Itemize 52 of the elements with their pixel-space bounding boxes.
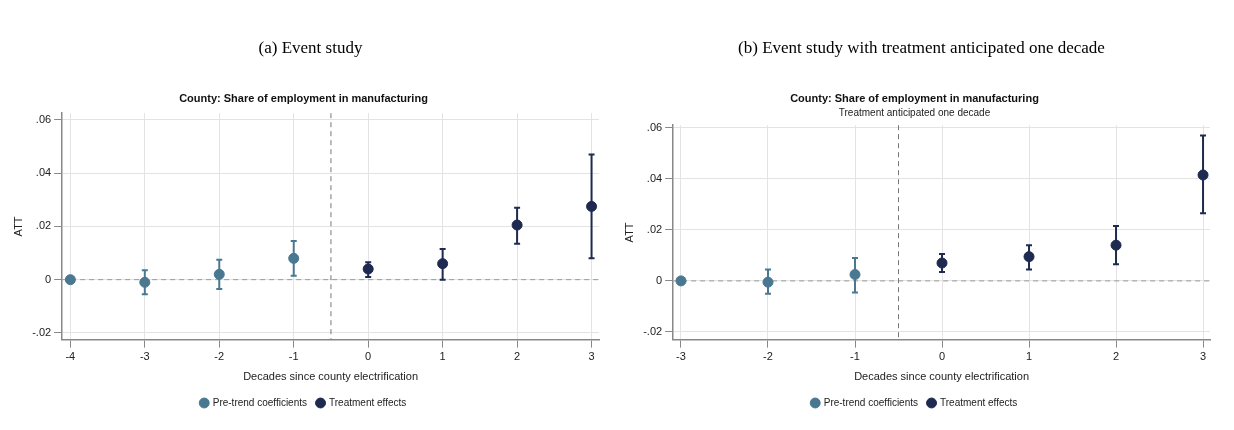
point xyxy=(437,258,449,270)
point xyxy=(936,257,948,269)
x-tick-label: 1 xyxy=(1025,350,1033,363)
text: (a) Event study xyxy=(258,38,363,58)
point xyxy=(213,268,225,280)
x-tick-label: 0 xyxy=(938,350,946,363)
y-tick-label: .06 xyxy=(35,112,52,125)
point xyxy=(849,269,861,281)
point xyxy=(1110,239,1122,251)
legend-label: Treatment effects xyxy=(329,396,407,408)
chart-subtitle: Treatment anticipated one decade xyxy=(838,106,991,118)
x-tick-label: 3 xyxy=(588,350,595,363)
y-axis-title: ATT xyxy=(622,222,635,243)
y-tick-label: 0 xyxy=(45,272,52,285)
legend-label: Pre-trend coefficients xyxy=(212,396,308,408)
x-tick-label: -1 xyxy=(850,350,860,363)
point xyxy=(586,200,598,212)
chart-title: County: Share of employment in manufacturing xyxy=(790,91,1039,104)
x-tick-label: -1 xyxy=(288,350,299,363)
x-tick-label: 1 xyxy=(439,350,446,363)
y-tick-label: -.02 xyxy=(32,325,52,338)
x-tick-label: -3 xyxy=(139,350,150,363)
x-tick-label: 2 xyxy=(1112,350,1120,363)
y-tick-label: .06 xyxy=(646,120,663,133)
y-tick-label: -.02 xyxy=(643,324,663,337)
point xyxy=(1197,169,1209,181)
x-tick-label: -4 xyxy=(65,350,76,363)
y-tick-label: 0 xyxy=(656,273,663,286)
x-tick-label: -3 xyxy=(676,350,686,363)
x-tick-label: 3 xyxy=(1199,350,1207,363)
point xyxy=(675,275,687,287)
point xyxy=(1023,251,1035,263)
point xyxy=(511,219,523,231)
text: (b) Event study with treatment anticipated one decade xyxy=(738,38,1105,58)
point xyxy=(139,276,151,288)
y-tick-label: .02 xyxy=(35,219,52,232)
point xyxy=(762,276,774,288)
point xyxy=(64,274,76,286)
x-axis-title: Decades since county electrification xyxy=(243,370,419,383)
y-axis-title: ATT xyxy=(11,216,24,237)
x-tick-label: 2 xyxy=(514,350,521,363)
legend-label: Treatment effects xyxy=(940,396,1018,408)
y-tick-label: .02 xyxy=(646,222,663,235)
chart-title: County: Share of employment in manufacturing xyxy=(179,91,428,104)
x-tick-label: 0 xyxy=(365,350,372,363)
legend-label: Pre-trend coefficients xyxy=(823,396,919,408)
point xyxy=(288,252,300,264)
x-tick-label: -2 xyxy=(763,350,773,363)
x-axis-title: Decades since county electrification xyxy=(854,370,1030,383)
y-tick-label: .04 xyxy=(35,166,52,179)
x-tick-label: -2 xyxy=(214,350,225,363)
y-tick-label: .04 xyxy=(646,171,663,184)
